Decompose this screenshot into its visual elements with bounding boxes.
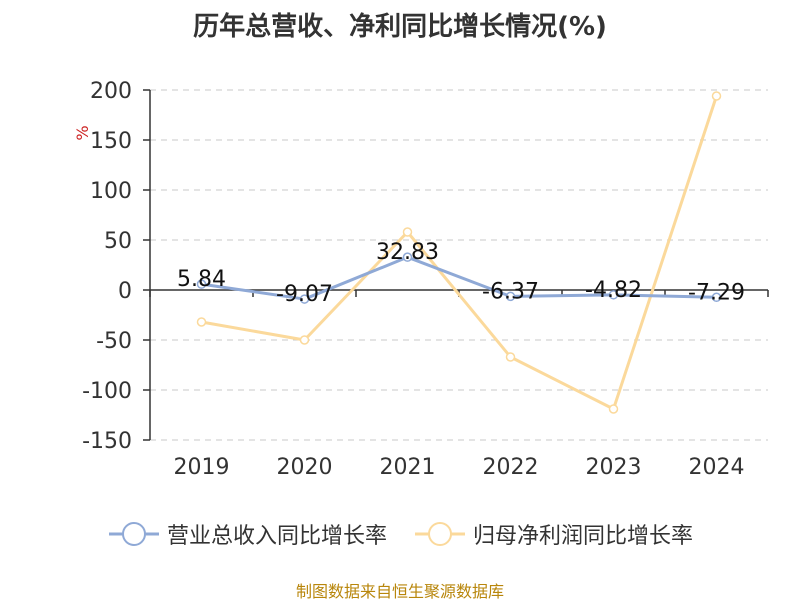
x-tick-label: 2020 xyxy=(277,455,333,480)
series-line xyxy=(201,255,717,301)
data-label: -6.37 xyxy=(482,279,539,304)
legend-swatch-icon xyxy=(415,522,465,546)
x-tick-label: 2022 xyxy=(483,455,539,480)
data-point xyxy=(711,292,722,303)
y-tick-label: 100 xyxy=(90,179,132,204)
y-tick-label: -50 xyxy=(96,329,132,354)
data-point xyxy=(608,290,619,300)
data-label: 5.84 xyxy=(177,267,226,292)
legend-item[interactable]: 营业总收入同比增长率 xyxy=(107,518,387,550)
series-line xyxy=(201,95,718,411)
x-tick-label: 2024 xyxy=(689,455,745,480)
label-layer: 5.84 -9.07 32.83 -6.37 -4.82 -7.29 xyxy=(177,240,745,307)
grid-layer xyxy=(150,89,768,441)
source-note: 制图数据来自恒生聚源数据库 xyxy=(295,582,504,601)
data-label: -7.29 xyxy=(688,280,745,305)
y-tick-label: 50 xyxy=(104,229,132,254)
chart-title: 历年总营收、净利同比增长情况(%) xyxy=(193,12,607,42)
data-point xyxy=(608,404,619,414)
data-point xyxy=(299,294,310,304)
legend-swatch-icon xyxy=(108,522,159,546)
y-axis-label: % xyxy=(73,125,92,140)
data-point xyxy=(505,291,516,302)
data-label: -4.82 xyxy=(585,278,642,303)
data-label: -9.07 xyxy=(276,282,333,307)
data-label: 32.83 xyxy=(376,240,439,265)
legend: 营业总收入同比增长率 归母净利润同比增长率 xyxy=(0,518,800,550)
legend-label: 归母净利润同比增长率 xyxy=(473,524,694,549)
legend-label: 营业总收入同比增长率 xyxy=(166,524,387,549)
y-tick-label: 200 xyxy=(90,79,132,104)
y-tick-label: 0 xyxy=(118,279,132,304)
data-point xyxy=(196,279,207,289)
data-point xyxy=(505,352,516,362)
data-point xyxy=(402,227,413,237)
data-point xyxy=(402,252,413,262)
x-tick-label: 2023 xyxy=(586,455,642,480)
axis-layer: 200 150 100 50 0 -50 -100 -150% 2019 2020 2021 2022… xyxy=(73,79,769,480)
x-tick-label: 2019 xyxy=(174,455,230,480)
y-tick-label: 150 xyxy=(90,129,132,154)
data-point xyxy=(711,91,722,101)
y-tick-label: -100 xyxy=(82,379,132,404)
x-tick-label: 2021 xyxy=(380,455,436,480)
series-layer xyxy=(196,91,722,414)
y-tick-label: -150 xyxy=(82,429,132,454)
data-point xyxy=(299,335,310,345)
legend-item[interactable]: 归母净利润同比增长率 xyxy=(413,518,693,550)
data-point xyxy=(196,317,207,327)
